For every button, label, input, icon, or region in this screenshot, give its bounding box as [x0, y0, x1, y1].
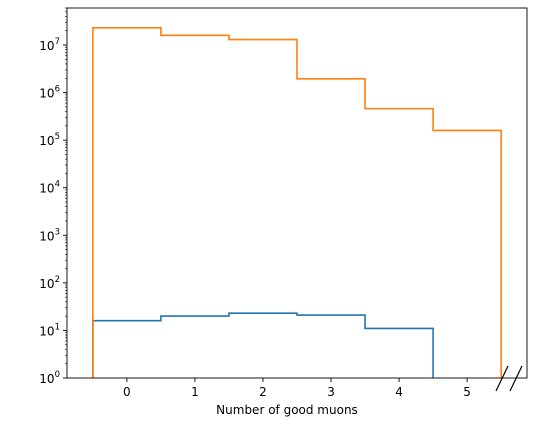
x-tick-label-4: 4 [395, 385, 403, 399]
x-tick-label-5: 5 [463, 385, 471, 399]
series-1-step-line [92, 27, 502, 378]
x-tick-label-1: 1 [191, 385, 199, 399]
y-tick-label-2: 102 [39, 275, 60, 291]
y-tick-label-1: 101 [39, 322, 60, 338]
x-tick-label-3: 3 [327, 385, 335, 399]
plot-frame [66, 7, 528, 379]
x-tick-label-0: 0 [123, 385, 131, 399]
x-axis-label: Number of good muons [216, 403, 358, 417]
axis-break-slash-1 [509, 365, 523, 392]
y-tick-label-7: 107 [39, 37, 60, 53]
y-tick-label-0: 100 [39, 370, 60, 386]
series-0-step-line [92, 312, 434, 378]
x-axis-ticks: 0 1 2 3 4 5 [123, 378, 471, 399]
x-tick-label-2: 2 [259, 385, 267, 399]
y-tick-label-3: 103 [39, 227, 60, 243]
y-axis-ticks: 100 101 102 103 104 105 106 107 [39, 7, 67, 386]
axis-break-slash-0 [495, 365, 509, 392]
axis-break-marks [495, 365, 523, 392]
y-tick-label-5: 105 [39, 132, 60, 148]
axes-frame [66, 7, 528, 379]
y-tick-label-4: 104 [39, 180, 60, 196]
y-tick-label-6: 106 [39, 85, 60, 101]
series-layer [92, 27, 502, 378]
